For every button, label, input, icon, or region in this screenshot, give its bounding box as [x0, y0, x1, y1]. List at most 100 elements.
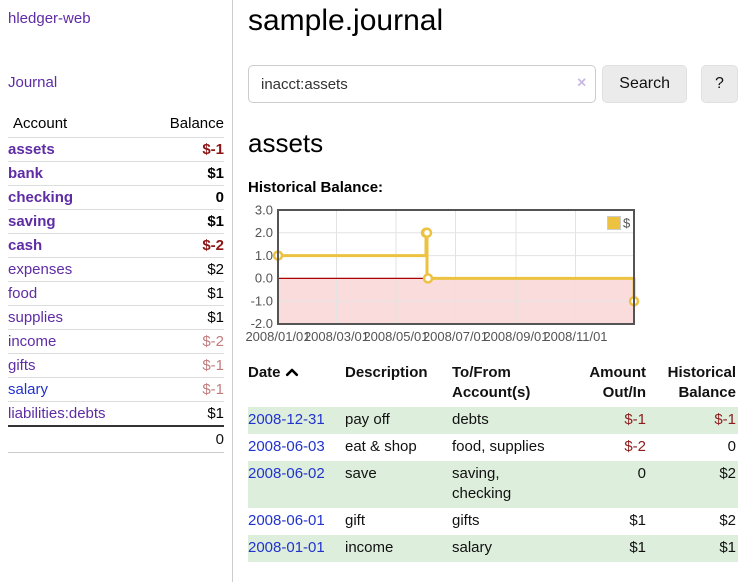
accounts-total-row: 0 — [8, 425, 224, 453]
account-link-checking[interactable]: checking — [8, 189, 74, 206]
transaction-description: pay off — [345, 411, 390, 428]
account-heading: assets — [248, 128, 324, 158]
account-link-assets[interactable]: assets — [8, 141, 55, 158]
register-header-description: Description — [345, 364, 428, 381]
account-balance: $-1 — [202, 381, 224, 398]
accounts-header-row: Account Balance — [8, 113, 224, 138]
transaction-date-link[interactable]: 2008-06-02 — [248, 465, 325, 482]
transaction-amount: $-2 — [624, 438, 646, 455]
help-button[interactable]: ? — [701, 65, 738, 103]
transaction-balance: $2 — [719, 465, 736, 482]
account-link-liabilities-debts[interactable]: liabilities:debts — [8, 405, 106, 422]
svg-text:0.0: 0.0 — [255, 271, 273, 286]
account-balance: $-2 — [202, 333, 224, 350]
account-link-saving[interactable]: saving — [8, 213, 56, 230]
account-balance: $1 — [207, 309, 224, 326]
svg-text:2008/03/01: 2008/03/01 — [304, 329, 369, 344]
register-table: Date Description To/From Account(s) Amou… — [248, 361, 738, 562]
accounts-total-balance: 0 — [142, 425, 224, 453]
register-row: 2008-06-03 eat & shop food, supplies $-2… — [248, 434, 738, 461]
chart-y-axis-labels: 3.0 2.0 1.0 0.0 -1.0 -2.0 — [251, 203, 273, 332]
account-row: bank $1 — [8, 161, 224, 186]
account-row: saving $1 — [8, 209, 224, 234]
legend-color-swatch — [607, 216, 621, 230]
transaction-description: save — [345, 465, 377, 482]
transaction-date-link[interactable]: 2008-06-01 — [248, 512, 325, 529]
account-link-cash[interactable]: cash — [8, 237, 43, 254]
chart-legend: $ — [599, 213, 632, 232]
svg-text:2008/09/01: 2008/09/01 — [483, 329, 548, 344]
search-input[interactable] — [248, 65, 597, 103]
account-balance: $-2 — [202, 237, 224, 254]
account-link-gifts[interactable]: gifts — [8, 357, 36, 374]
transaction-amount: 0 — [637, 465, 646, 482]
register-row: 2008-01-01 income salary $1 $1 — [248, 535, 738, 562]
svg-text:-2.0: -2.0 — [251, 316, 273, 331]
account-link-bank[interactable]: bank — [8, 165, 44, 182]
svg-text:3.0: 3.0 — [255, 203, 273, 218]
account-balance: $2 — [207, 261, 224, 278]
account-balance: $1 — [207, 405, 224, 422]
transaction-amount: $1 — [629, 512, 646, 529]
transaction-accounts: debts — [452, 411, 489, 428]
transaction-balance: 0 — [727, 438, 736, 455]
account-row: salary $-1 — [8, 377, 224, 402]
transaction-date-link[interactable]: 2008-12-31 — [248, 411, 325, 428]
transaction-balance: $2 — [719, 512, 736, 529]
account-link-supplies[interactable]: supplies — [8, 309, 64, 326]
account-row: cash $-2 — [8, 233, 224, 258]
chart-title: Historical Balance: — [248, 179, 384, 196]
account-row: gifts $-1 — [8, 353, 224, 378]
register-header-amount: Amount Out/In — [589, 364, 646, 401]
account-link-salary[interactable]: salary — [8, 381, 49, 398]
chart-x-axis-labels: 2008/01/01 2008/03/01 2008/05/01 2008/07… — [245, 329, 607, 344]
account-link-income[interactable]: income — [8, 333, 57, 350]
register-header-date[interactable]: Date — [248, 361, 345, 407]
chart-border — [277, 209, 635, 325]
account-link-food[interactable]: food — [8, 285, 38, 302]
register-row: 2008-06-01 gift gifts $1 $2 — [248, 508, 738, 535]
transaction-accounts: food, supplies — [452, 438, 545, 455]
svg-text:-1.0: -1.0 — [251, 294, 273, 309]
account-balance: $1 — [207, 165, 224, 182]
account-row: assets $-1 — [8, 137, 224, 162]
account-row: supplies $1 — [8, 305, 224, 330]
register-header-accounts: To/From Account(s) — [452, 364, 531, 401]
register-header-row: Date Description To/From Account(s) Amou… — [248, 361, 738, 407]
register-row: 2008-12-31 pay off debts $-1 $-1 — [248, 407, 738, 434]
main-content: sample.journal × Search ? assets Histori… — [233, 0, 742, 582]
account-link-expenses[interactable]: expenses — [8, 261, 73, 278]
accounts-header-account: Account — [13, 115, 68, 132]
search-button[interactable]: Search — [602, 65, 687, 103]
transaction-accounts: gifts — [452, 512, 480, 529]
transaction-description: gift — [345, 512, 366, 529]
transaction-accounts: salary — [452, 539, 493, 556]
svg-text:1.0: 1.0 — [255, 248, 273, 263]
clear-search-icon[interactable]: × — [576, 74, 587, 92]
transaction-accounts: saving, checking — [452, 465, 512, 502]
account-balance: 0 — [215, 189, 224, 206]
transaction-date-link[interactable]: 2008-06-03 — [248, 438, 325, 455]
register-header-balance: Historical Balance — [667, 364, 736, 401]
balance-chart[interactable]: $ 3.0 2.0 1.0 0.0 -1.0 -2.0 2008/01/01 2… — [241, 202, 641, 345]
transaction-balance: $1 — [719, 539, 736, 556]
register-row: 2008-06-02 save saving, checking 0 $2 — [248, 461, 738, 508]
transaction-description: income — [345, 539, 394, 556]
accounts-table: Account Balance assets $-1 bank $1 check… — [8, 113, 224, 453]
search-form: × Search ? — [248, 65, 738, 103]
transaction-date-link[interactable]: 2008-01-01 — [248, 539, 325, 556]
transaction-description: eat & shop — [345, 438, 417, 455]
nav-journal-link[interactable]: Journal — [8, 74, 58, 91]
account-balance: $1 — [207, 285, 224, 302]
svg-text:2008/11/01: 2008/11/01 — [543, 329, 607, 344]
page-title: sample.journal — [248, 4, 444, 37]
account-row: food $1 — [8, 281, 224, 306]
account-row: income $-2 — [8, 329, 224, 354]
accounts-header-balance: Balance — [169, 115, 224, 132]
svg-text:2008/07/01: 2008/07/01 — [423, 329, 488, 344]
svg-text:2008/01/01: 2008/01/01 — [245, 329, 310, 344]
sort-ascending-icon — [285, 363, 299, 383]
svg-text:2.0: 2.0 — [255, 225, 273, 240]
account-balance: $-1 — [202, 141, 224, 158]
brand-link[interactable]: hledger-web — [8, 10, 91, 27]
